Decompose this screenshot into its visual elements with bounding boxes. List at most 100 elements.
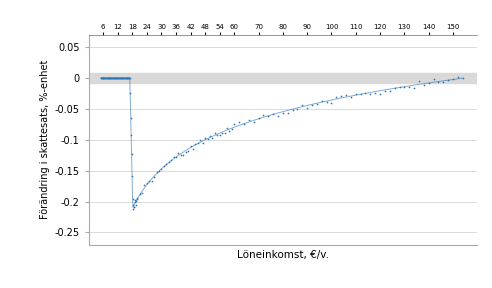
Point xyxy=(245,118,253,122)
Point xyxy=(180,152,187,157)
Point xyxy=(194,141,202,145)
Point xyxy=(223,126,231,130)
Point xyxy=(117,75,125,80)
Point xyxy=(113,75,121,80)
Point xyxy=(106,75,114,80)
Point xyxy=(99,75,107,80)
Point xyxy=(211,130,219,135)
Point xyxy=(148,179,155,183)
Point xyxy=(362,90,369,95)
Point xyxy=(162,162,170,167)
Point xyxy=(184,149,192,154)
Point xyxy=(206,134,214,138)
Point xyxy=(110,75,118,80)
Point xyxy=(132,202,140,207)
Point xyxy=(98,75,106,80)
Point xyxy=(99,75,107,80)
Point xyxy=(352,92,360,97)
Point xyxy=(122,75,130,80)
Point xyxy=(255,116,263,120)
Point xyxy=(186,143,194,148)
Point xyxy=(308,103,316,107)
Point xyxy=(338,94,345,99)
Point xyxy=(230,122,238,127)
Point xyxy=(209,135,216,140)
Point xyxy=(214,133,221,137)
Point xyxy=(289,108,297,113)
X-axis label: Löneinkomst, €/v.: Löneinkomst, €/v. xyxy=(237,250,329,260)
Bar xyxy=(89,73,477,83)
Point xyxy=(444,78,452,82)
Point xyxy=(117,75,124,80)
Point xyxy=(123,75,131,80)
Point xyxy=(235,120,243,125)
Point xyxy=(303,106,311,111)
Point xyxy=(145,179,153,184)
Point xyxy=(105,75,113,80)
Point xyxy=(191,142,199,146)
Point xyxy=(138,190,146,195)
Point xyxy=(121,75,128,80)
Point xyxy=(128,196,136,201)
Point xyxy=(201,135,209,140)
Point xyxy=(114,75,122,80)
Point xyxy=(400,84,408,89)
Point xyxy=(124,75,132,80)
Point xyxy=(101,75,109,80)
Point xyxy=(170,155,178,159)
Point xyxy=(108,75,116,80)
Point xyxy=(459,76,466,80)
Point xyxy=(434,79,442,84)
Point xyxy=(449,77,457,81)
Point xyxy=(127,115,135,120)
Point xyxy=(97,75,105,80)
Point xyxy=(439,80,447,84)
Point xyxy=(196,138,204,143)
Point xyxy=(103,75,111,80)
Point xyxy=(367,92,374,96)
Point xyxy=(386,88,394,93)
Point xyxy=(204,137,212,142)
Point xyxy=(127,132,135,137)
Point xyxy=(123,75,131,80)
Point xyxy=(415,79,423,84)
Point xyxy=(113,75,121,80)
Point xyxy=(225,129,233,134)
Point xyxy=(133,196,141,200)
Point xyxy=(357,92,365,96)
Point xyxy=(102,75,110,80)
Point xyxy=(128,152,136,157)
Point xyxy=(106,75,114,80)
Point xyxy=(112,75,120,80)
Point xyxy=(131,200,139,205)
Point xyxy=(274,113,282,118)
Point xyxy=(98,75,106,80)
Point xyxy=(118,75,125,80)
Point xyxy=(130,205,138,209)
Point xyxy=(126,75,134,80)
Point xyxy=(216,133,224,137)
Point xyxy=(141,183,149,187)
Point xyxy=(120,75,128,80)
Point xyxy=(126,90,134,95)
Point xyxy=(111,75,119,80)
Point xyxy=(136,192,144,196)
Point xyxy=(298,103,306,107)
Point xyxy=(313,102,321,107)
Point xyxy=(155,169,163,174)
Point xyxy=(150,175,158,179)
Point xyxy=(108,75,116,80)
Point xyxy=(396,85,403,89)
Point xyxy=(175,150,183,155)
Point xyxy=(101,75,109,80)
Point xyxy=(260,112,268,117)
Point xyxy=(133,196,141,201)
Point xyxy=(116,75,123,80)
Point xyxy=(279,110,287,115)
Point xyxy=(284,111,292,115)
Point xyxy=(125,75,133,80)
Point xyxy=(167,158,175,162)
Point xyxy=(100,75,108,80)
Point xyxy=(110,75,118,80)
Y-axis label: Förändring i skattesats, %-enhet: Förändring i skattesats, %-enhet xyxy=(40,60,50,219)
